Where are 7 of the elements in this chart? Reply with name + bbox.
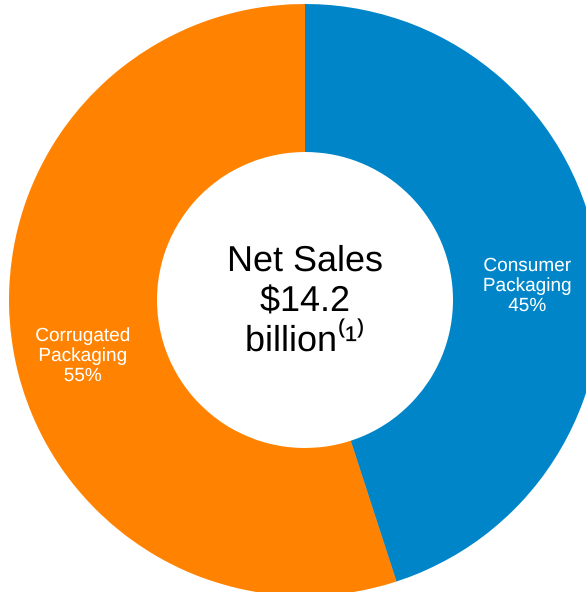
data-label: 55% bbox=[64, 365, 102, 386]
slice-label: Corrugated Packaging bbox=[35, 325, 130, 366]
text: Net Sales bbox=[226, 238, 384, 279]
slice-label: Consumer Packaging bbox=[482, 254, 572, 296]
text: $14.2 bbox=[260, 278, 350, 319]
data-label: 45% bbox=[508, 294, 546, 316]
text: billion⁽¹⁾ bbox=[244, 318, 366, 359]
